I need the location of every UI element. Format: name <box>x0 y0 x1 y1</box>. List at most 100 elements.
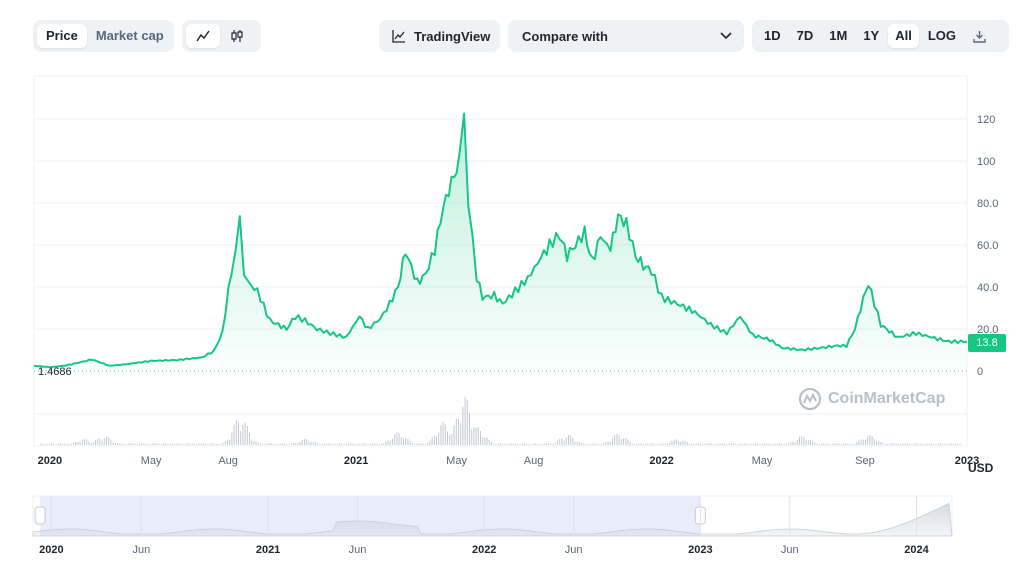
volume-bar <box>400 437 402 445</box>
volume-bar <box>640 443 642 445</box>
volume-bar <box>187 443 189 445</box>
x-tick-label: 2020 <box>38 455 62 467</box>
volume-bar <box>693 443 695 445</box>
volume-bar <box>898 444 899 445</box>
volume-bar <box>460 423 462 445</box>
range-1m[interactable]: 1M <box>829 28 848 43</box>
volume-bar <box>330 443 332 445</box>
navigator-tick-label: Jun <box>349 544 367 556</box>
volume-bar <box>185 443 187 445</box>
volume-bar <box>924 443 926 445</box>
volume-bar <box>704 443 706 445</box>
volume-bar <box>422 443 424 445</box>
volume-bar <box>385 441 387 445</box>
range-all[interactable]: All <box>888 24 919 48</box>
volume-bar <box>205 444 206 445</box>
volume-bar <box>612 438 613 445</box>
volume-bar <box>715 443 717 445</box>
volume-bar <box>57 443 59 445</box>
candlestick-icon[interactable] <box>220 24 254 48</box>
volume-bar <box>86 439 88 445</box>
volume-bar <box>638 443 640 445</box>
volume-bar <box>202 443 204 445</box>
compare-with-dropdown[interactable]: Compare with <box>508 20 744 52</box>
volume-bar <box>211 443 213 445</box>
volume-bar <box>222 442 224 445</box>
volume-bar <box>834 443 836 445</box>
volume-bar <box>675 439 677 445</box>
volume-bar <box>165 443 167 445</box>
range-7d[interactable]: 7D <box>796 28 814 43</box>
volume-bar <box>669 442 671 445</box>
volume-bar <box>376 443 378 445</box>
range-1y[interactable]: 1Y <box>863 28 880 43</box>
price-tab[interactable]: Price <box>37 24 87 48</box>
volume-bar <box>209 443 211 445</box>
volume-bar <box>328 443 330 445</box>
volume-bar <box>491 442 492 445</box>
volume-bar <box>867 436 869 445</box>
volume-bar <box>279 443 281 445</box>
volume-bar <box>625 438 627 445</box>
volume-bar <box>948 443 950 445</box>
volume-bar <box>130 443 132 445</box>
volume-bar <box>506 444 508 445</box>
volume-bar <box>271 443 272 445</box>
volume-bar <box>757 443 759 445</box>
volume-bar <box>702 444 704 445</box>
tradingview-button[interactable]: TradingView <box>379 20 500 52</box>
volume-bar <box>620 438 622 445</box>
volume-bar <box>233 424 235 445</box>
market-cap-tab[interactable]: Market cap <box>95 28 164 43</box>
volume-bar <box>337 443 338 445</box>
volume-bar <box>627 439 629 445</box>
volume-bar <box>68 443 70 445</box>
volume-bar <box>480 430 481 445</box>
volume-bar <box>198 443 200 445</box>
volume-bar <box>321 444 323 445</box>
volume-bar <box>535 443 536 445</box>
volume-bar <box>746 443 748 445</box>
volume-bar <box>242 425 244 445</box>
volume-bar <box>95 439 96 445</box>
volume-bar <box>799 436 800 445</box>
volume-bar <box>55 444 57 445</box>
volume-bar <box>895 443 897 445</box>
volume-bar <box>913 443 915 445</box>
volume-bar <box>603 443 605 445</box>
x-tick-label: Sep <box>855 455 875 467</box>
volume-bar <box>728 443 730 445</box>
trend-icon <box>392 30 405 43</box>
compare-label: Compare with <box>522 28 608 44</box>
volume-bar <box>134 443 136 445</box>
volume-bar <box>528 444 530 445</box>
volume-bar <box>524 443 525 445</box>
chart-type-toggle: Price Market cap <box>33 20 174 52</box>
volume-bar <box>796 439 798 445</box>
volume-bar <box>576 441 578 445</box>
volume-bar <box>614 435 616 445</box>
volume-bar <box>114 442 116 445</box>
volume-bar <box>631 443 633 445</box>
volume-bar <box>488 439 490 445</box>
line-chart-icon[interactable] <box>186 24 220 48</box>
volume-bar <box>398 433 400 445</box>
volume-bar <box>684 440 686 445</box>
range-1d[interactable]: 1D <box>764 28 781 43</box>
volume-bar <box>653 443 655 445</box>
volume-bar <box>389 440 391 445</box>
volume-bar <box>902 443 904 445</box>
volume-bar <box>827 443 829 445</box>
volume-bar <box>306 439 308 445</box>
volume-bar <box>539 443 541 445</box>
download-icon[interactable] <box>964 24 994 48</box>
volume-bar <box>928 443 930 445</box>
volume-bar <box>739 443 741 445</box>
volume-bar <box>682 440 684 445</box>
volume-bar <box>768 443 770 445</box>
volume-bar <box>92 442 94 445</box>
volume-bar <box>301 439 303 445</box>
volume-bar <box>268 443 270 445</box>
range-log[interactable]: LOG <box>927 28 957 43</box>
